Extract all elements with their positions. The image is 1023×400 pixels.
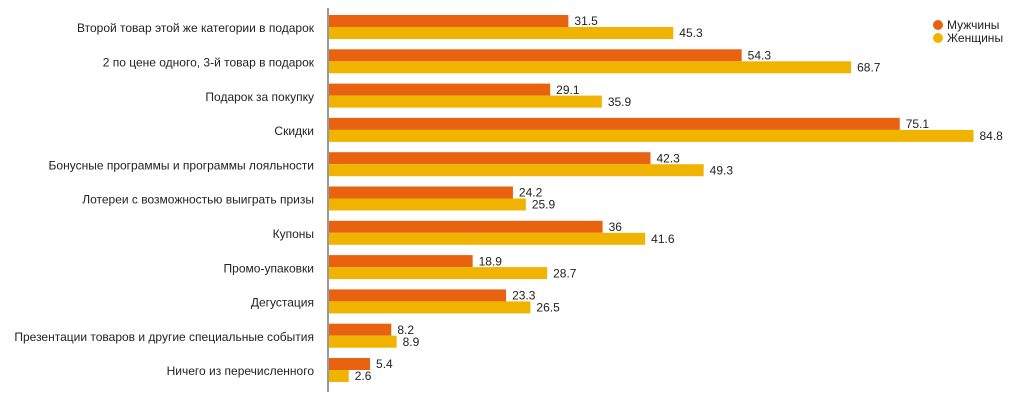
legend-label-women: Женщины [947, 31, 1003, 45]
value-label: 25.9 [532, 198, 556, 212]
value-label: 24.2 [519, 186, 543, 200]
value-label: 54.3 [748, 48, 772, 62]
value-label: 36 [609, 220, 623, 234]
category-label: Купоны [273, 227, 314, 241]
legend-marker-men [933, 20, 943, 30]
value-label: 8.2 [397, 323, 414, 337]
bar-men [329, 289, 507, 302]
bar-men [329, 83, 551, 96]
bar-men [329, 152, 651, 165]
value-label: 23.3 [512, 289, 536, 303]
bar-women [329, 267, 548, 280]
category-label: Дегустация [251, 296, 314, 310]
bar-women [329, 232, 646, 245]
bar-women [329, 301, 531, 314]
category-label: Презентации товаров и другие специальные… [14, 330, 314, 344]
bars-group [329, 15, 974, 382]
value-label: 35.9 [608, 95, 632, 109]
bar-men [329, 220, 603, 233]
bar-men [329, 255, 473, 268]
value-label: 28.7 [553, 266, 577, 280]
value-label: 49.3 [710, 163, 734, 177]
labels-group: Второй товар этой же категории в подарок… [14, 14, 1003, 383]
bar-women [329, 61, 852, 74]
value-label: 5.4 [376, 357, 393, 371]
value-label: 29.1 [556, 83, 580, 97]
bar-women [329, 198, 526, 211]
bar-men [329, 117, 900, 130]
bar-women [329, 335, 397, 348]
category-label: Бонусные программы и программы лояльност… [49, 158, 314, 172]
bar-women [329, 95, 602, 108]
value-label: 84.8 [979, 129, 1003, 143]
value-label: 8.9 [403, 335, 420, 349]
category-label: Лотереи с возможностью выиграть призы [82, 193, 314, 207]
legend-label-men: Мужчины [947, 18, 999, 32]
category-label: Второй товар этой же категории в подарок [77, 21, 315, 35]
bar-men [329, 323, 392, 336]
category-label: 2 по цене одного, 3-й товар в подарок [103, 55, 315, 69]
value-label: 26.5 [536, 301, 560, 315]
value-label: 41.6 [651, 232, 675, 246]
value-label: 45.3 [679, 26, 703, 40]
value-label: 42.3 [656, 151, 680, 165]
legend-marker-women [933, 33, 943, 43]
bar-men [329, 358, 371, 370]
value-label: 68.7 [857, 60, 881, 74]
bar-women [329, 27, 674, 39]
bar-women [329, 129, 974, 142]
bar-men [329, 49, 742, 62]
bar-women [329, 370, 349, 382]
category-label: Подарок за покупку [205, 90, 314, 104]
bar-men [329, 186, 513, 199]
category-label: Промо-упаковки [224, 261, 314, 275]
value-label: 31.5 [574, 14, 598, 28]
category-label: Скидки [274, 124, 314, 138]
value-label: 75.1 [906, 117, 930, 131]
value-label: 2.6 [355, 369, 372, 383]
bar-women [329, 164, 704, 177]
value-label: 18.9 [479, 254, 503, 268]
bar-men [329, 15, 569, 27]
category-label: Ничего из перечисленного [167, 364, 315, 378]
